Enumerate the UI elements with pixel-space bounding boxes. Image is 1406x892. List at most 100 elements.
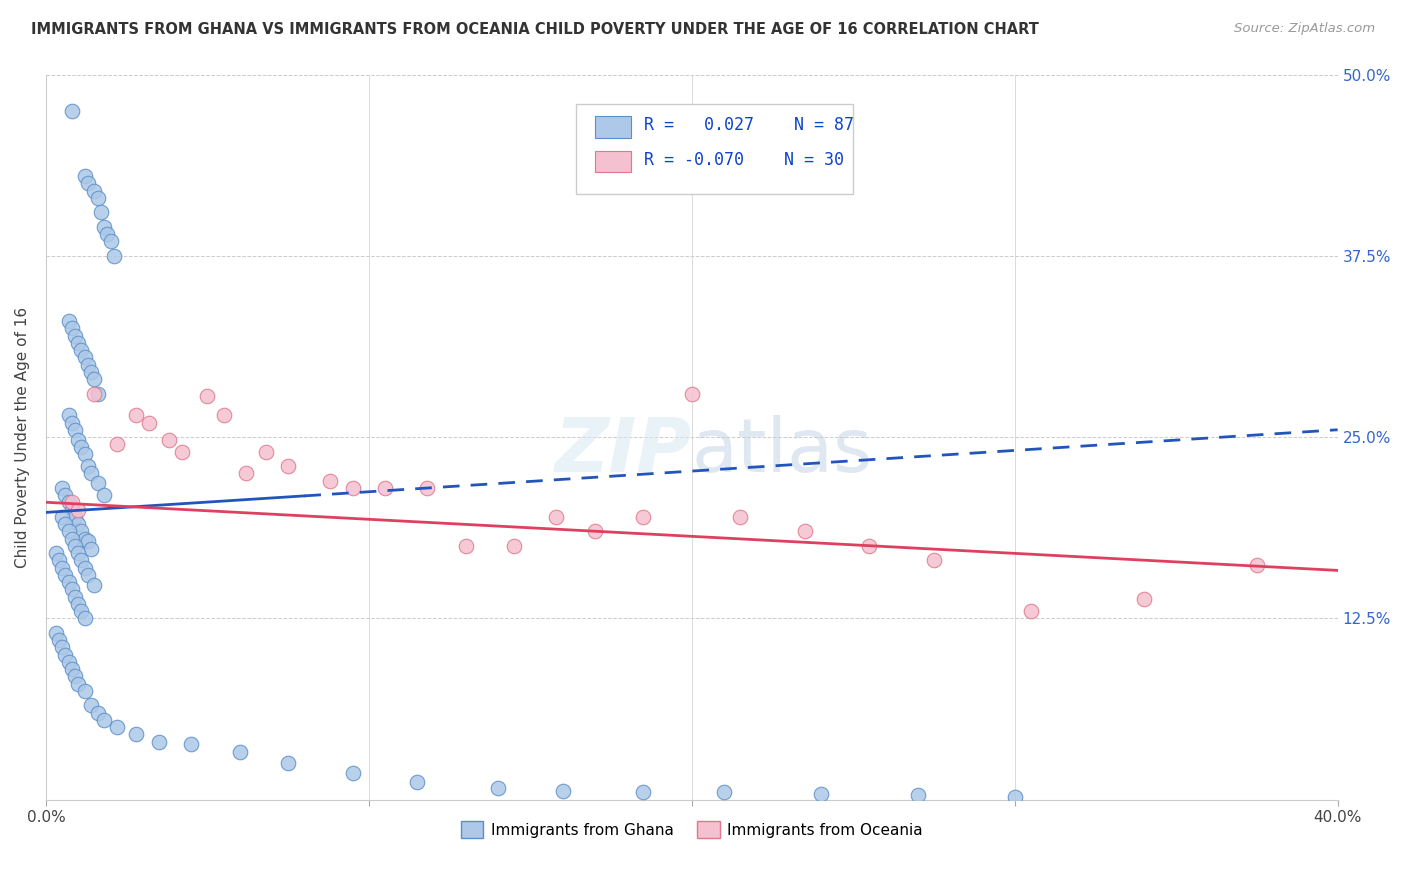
- Point: [86, 706, 108, 720]
- Point: [583, 524, 606, 539]
- Point: [342, 766, 364, 780]
- Point: [77, 458, 100, 473]
- Point: [86, 191, 108, 205]
- Point: [60, 532, 83, 546]
- Point: [125, 409, 148, 423]
- Point: [1004, 789, 1026, 804]
- Point: [67, 676, 90, 690]
- Point: [103, 249, 125, 263]
- Point: [93, 488, 115, 502]
- Point: [73, 447, 96, 461]
- Point: [67, 335, 90, 350]
- Point: [77, 176, 100, 190]
- Point: [922, 553, 945, 567]
- Point: [53, 648, 76, 662]
- Point: [45, 546, 67, 560]
- Point: [73, 611, 96, 625]
- Point: [60, 662, 83, 676]
- FancyBboxPatch shape: [575, 103, 853, 194]
- Point: [1246, 558, 1268, 572]
- Point: [416, 481, 439, 495]
- Text: IMMIGRANTS FROM GHANA VS IMMIGRANTS FROM OCEANIA CHILD POVERTY UNDER THE AGE OF : IMMIGRANTS FROM GHANA VS IMMIGRANTS FROM…: [31, 22, 1039, 37]
- Point: [907, 788, 929, 802]
- Point: [83, 372, 105, 386]
- Point: [58, 409, 80, 423]
- Point: [551, 784, 574, 798]
- Point: [80, 365, 103, 379]
- Point: [486, 780, 509, 795]
- Point: [83, 578, 105, 592]
- Point: [77, 534, 100, 549]
- Point: [633, 509, 655, 524]
- Legend: Immigrants from Ghana, Immigrants from Oceania: Immigrants from Ghana, Immigrants from O…: [454, 815, 929, 844]
- Point: [53, 488, 76, 502]
- Point: [1019, 604, 1042, 618]
- Point: [45, 625, 67, 640]
- Point: [51, 509, 73, 524]
- Point: [63, 539, 86, 553]
- Point: [80, 541, 103, 556]
- Point: [80, 698, 103, 713]
- Point: [157, 433, 180, 447]
- Point: [342, 481, 364, 495]
- Point: [86, 386, 108, 401]
- Point: [53, 567, 76, 582]
- Point: [180, 738, 202, 752]
- Point: [63, 669, 86, 683]
- Point: [633, 785, 655, 799]
- Point: [58, 495, 80, 509]
- Bar: [595, 116, 631, 137]
- Text: R = -0.070    N = 30: R = -0.070 N = 30: [644, 151, 844, 169]
- Point: [105, 720, 128, 734]
- Point: [77, 567, 100, 582]
- Point: [96, 227, 118, 241]
- Point: [138, 416, 160, 430]
- Point: [51, 481, 73, 495]
- Point: [70, 343, 93, 357]
- Point: [58, 524, 80, 539]
- Point: [58, 314, 80, 328]
- Point: [70, 440, 93, 454]
- Point: [277, 458, 299, 473]
- Point: [70, 604, 93, 618]
- Point: [454, 539, 477, 553]
- Point: [77, 358, 100, 372]
- Point: [212, 409, 235, 423]
- Point: [60, 321, 83, 335]
- Point: [67, 546, 90, 560]
- Point: [73, 560, 96, 574]
- Point: [793, 524, 815, 539]
- Point: [67, 433, 90, 447]
- Point: [51, 640, 73, 655]
- Point: [60, 103, 83, 118]
- Point: [235, 467, 257, 481]
- Point: [374, 481, 396, 495]
- Point: [73, 532, 96, 546]
- Point: [503, 539, 526, 553]
- Point: [125, 727, 148, 741]
- Point: [80, 467, 103, 481]
- Point: [67, 516, 90, 531]
- Point: [73, 683, 96, 698]
- Point: [60, 582, 83, 597]
- Point: [63, 423, 86, 437]
- Point: [51, 560, 73, 574]
- Text: R =   0.027    N = 87: R = 0.027 N = 87: [644, 116, 853, 135]
- Point: [67, 502, 90, 516]
- Point: [58, 655, 80, 669]
- Point: [681, 386, 703, 401]
- Point: [58, 574, 80, 589]
- Point: [93, 219, 115, 234]
- Text: Source: ZipAtlas.com: Source: ZipAtlas.com: [1234, 22, 1375, 36]
- Point: [105, 437, 128, 451]
- Point: [83, 184, 105, 198]
- Point: [728, 509, 751, 524]
- Point: [83, 386, 105, 401]
- Point: [277, 756, 299, 771]
- Point: [73, 169, 96, 183]
- Point: [60, 502, 83, 516]
- Point: [60, 416, 83, 430]
- Point: [67, 597, 90, 611]
- Text: ZIP: ZIP: [554, 415, 692, 488]
- Point: [48, 553, 70, 567]
